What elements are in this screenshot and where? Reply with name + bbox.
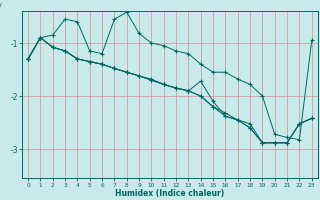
X-axis label: Humidex (Indice chaleur): Humidex (Indice chaleur) <box>115 189 225 198</box>
Text: y: y <box>0 2 2 8</box>
